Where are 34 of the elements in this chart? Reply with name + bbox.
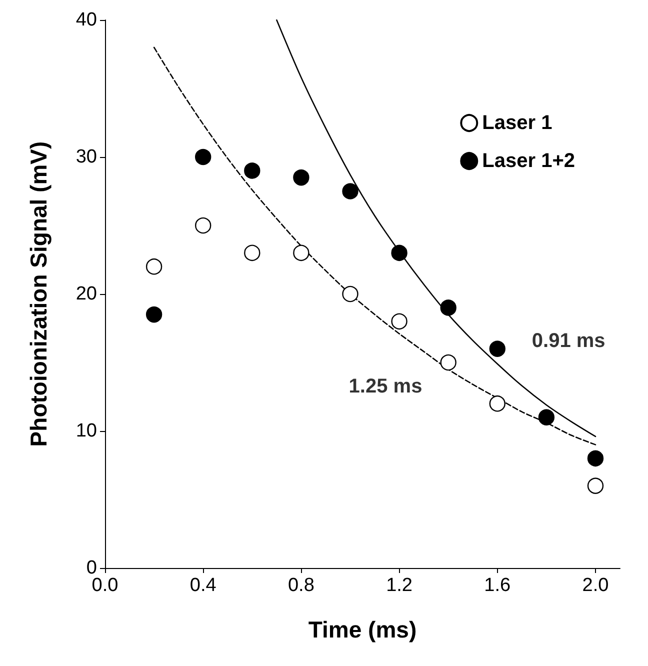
point (293, 169, 310, 186)
x-tick-label: 0.4 (190, 575, 217, 596)
point (342, 286, 358, 302)
x-tick-label: 1.2 (386, 575, 412, 596)
annotation: 0.91 ms (532, 330, 606, 352)
y-tick-label: 20 (76, 284, 97, 304)
point (391, 313, 408, 330)
point (146, 258, 162, 275)
point (489, 340, 506, 357)
point (244, 244, 260, 261)
point (195, 148, 212, 166)
point (293, 244, 310, 261)
annotation: 1.25 ms (348, 376, 422, 398)
x-tick-label: 1.6 (484, 575, 511, 596)
y-tick-label: 10 (76, 420, 97, 442)
x-tick-label: 2.0 (582, 575, 609, 596)
point (440, 300, 456, 316)
point (195, 217, 212, 234)
point (587, 450, 604, 466)
point (244, 162, 260, 179)
legend-label: Laser 1+2 (482, 150, 576, 172)
point (146, 306, 162, 323)
y-axis-title: Photoionization Signal (mV) (26, 141, 52, 447)
x-axis-title: Time (ms) (308, 616, 417, 642)
legend-label: Laser 1 (482, 112, 552, 134)
point (489, 396, 506, 412)
x-tick-label: 0.8 (288, 575, 314, 596)
point (538, 409, 555, 426)
point (391, 244, 408, 261)
point (342, 183, 358, 200)
y-tick-label: 40 (76, 10, 97, 30)
y-tick-label: 30 (76, 146, 97, 168)
point (440, 354, 456, 371)
point (587, 478, 604, 494)
